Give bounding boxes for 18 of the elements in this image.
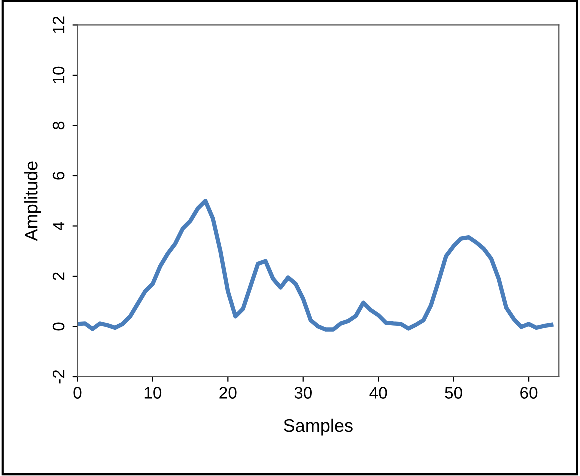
y-tick-label: 2 — [52, 272, 65, 280]
y-tick-label: 6 — [52, 172, 65, 180]
x-tick-label: 30 — [294, 387, 312, 399]
x-tick-label: 10 — [144, 387, 162, 399]
y-tick-label: 4 — [53, 222, 65, 230]
line-series — [78, 199, 554, 332]
x-tick-label: 50 — [445, 387, 462, 399]
y-tick-label: 0 — [52, 322, 65, 331]
y-tick-label: -2 — [52, 370, 65, 384]
y-tick-label: 12 — [52, 16, 65, 34]
y-tick-label: 10 — [52, 66, 65, 84]
x-axis-title: Samples — [284, 418, 353, 436]
x-tick-label: 20 — [220, 387, 237, 399]
y-tick-label: 8 — [52, 122, 65, 130]
x-tick-label: 0 — [74, 387, 82, 399]
y-axis-title: Amplitude — [24, 162, 42, 242]
x-tick-label: 60 — [520, 387, 538, 399]
x-tick-label: 40 — [370, 387, 388, 399]
